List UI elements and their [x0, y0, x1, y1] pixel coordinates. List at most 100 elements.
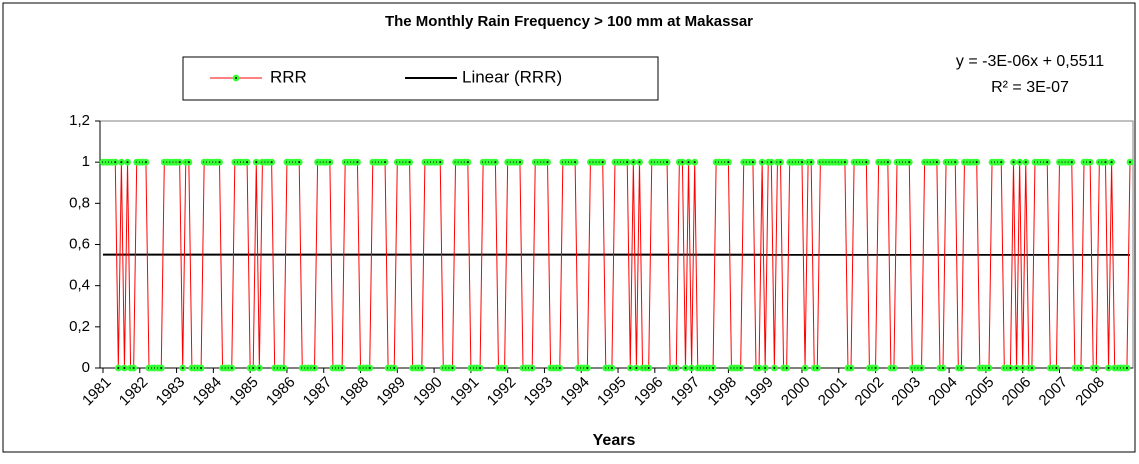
- data-point: [1068, 158, 1076, 166]
- data-point: [724, 158, 732, 166]
- data-point: [252, 158, 260, 166]
- legend-label: RRR: [270, 67, 307, 86]
- data-point: [1007, 364, 1014, 372]
- data-point: [111, 158, 119, 166]
- data-point: [841, 158, 849, 166]
- data-point: [1016, 158, 1024, 166]
- data-point: [890, 364, 898, 372]
- data-point: [528, 364, 536, 372]
- data-point: [737, 364, 745, 372]
- trend-equation: y = -3E-06x + 0,5511: [956, 53, 1104, 70]
- data-point: [807, 158, 815, 166]
- data-point: [1022, 158, 1030, 166]
- data-point: [516, 158, 524, 166]
- data-point: [544, 158, 551, 166]
- data-point: [755, 364, 763, 372]
- data-point: [326, 158, 334, 166]
- data-point: [179, 364, 187, 372]
- data-point: [633, 364, 640, 372]
- data-point: [556, 364, 564, 372]
- data-point: [688, 364, 696, 372]
- data-point: [1010, 158, 1017, 166]
- legend-label: Linear (RRR): [462, 67, 562, 86]
- data-point: [973, 158, 981, 166]
- data-point: [1126, 158, 1134, 166]
- data-point: [121, 364, 128, 372]
- y-tick-label: 0,6: [69, 235, 90, 252]
- data-point: [957, 364, 965, 372]
- data-point: [418, 364, 426, 372]
- data-point: [243, 158, 251, 166]
- data-point: [1092, 364, 1100, 372]
- data-point: [436, 158, 444, 166]
- data-point: [268, 158, 276, 166]
- trend-r-squared: R² = 3E-07: [991, 79, 1069, 96]
- data-point: [645, 364, 653, 372]
- data-point: [679, 158, 686, 166]
- data-point: [951, 158, 959, 166]
- data-point: [636, 158, 643, 166]
- y-tick-label: 0,2: [69, 318, 90, 335]
- data-point: [623, 158, 631, 166]
- data-point: [1019, 364, 1027, 372]
- data-point: [1013, 364, 1020, 372]
- data-point: [985, 364, 993, 372]
- data-point: [492, 158, 499, 166]
- data-point: [939, 364, 947, 372]
- y-tick-label: 0,8: [69, 194, 90, 211]
- data-point: [872, 364, 879, 372]
- data-point: [476, 364, 484, 372]
- data-point: [884, 158, 892, 166]
- data-point: [783, 364, 791, 372]
- data-point: [197, 364, 205, 372]
- data-point: [599, 158, 607, 166]
- data-point: [1108, 158, 1116, 166]
- data-point: [847, 364, 855, 372]
- data-point: [798, 158, 806, 166]
- data-point: [862, 158, 870, 166]
- data-point: [801, 364, 809, 372]
- data-point: [1105, 364, 1112, 372]
- data-point: [124, 158, 131, 166]
- data-point: [685, 158, 692, 166]
- data-point: [905, 158, 913, 166]
- data-point: [626, 364, 634, 372]
- data-point: [608, 364, 616, 372]
- data-point: [709, 364, 717, 372]
- data-point: [354, 158, 361, 166]
- data-point: [390, 364, 398, 372]
- data-point: [758, 158, 766, 166]
- data-point: [1077, 364, 1085, 372]
- data-point: [571, 158, 579, 166]
- data-point: [228, 364, 236, 372]
- legend-marker: [232, 74, 240, 82]
- data-point: [918, 364, 925, 372]
- data-point: [770, 364, 778, 372]
- data-point: [1028, 364, 1036, 372]
- data-point: [464, 158, 472, 166]
- data-point: [249, 364, 257, 372]
- data-point: [176, 158, 184, 166]
- data-point: [366, 364, 374, 372]
- data-point: [280, 364, 288, 372]
- data-point: [255, 364, 263, 372]
- data-point: [761, 364, 769, 372]
- data-point: [157, 364, 165, 372]
- data-point: [813, 364, 821, 372]
- data-point: [501, 364, 509, 372]
- data-point: [338, 364, 346, 372]
- y-tick-label: 1,2: [69, 112, 90, 129]
- data-point: [449, 364, 456, 372]
- data-point: [311, 364, 318, 372]
- data-point: [691, 158, 699, 166]
- data-point: [777, 158, 784, 166]
- data-point: [216, 158, 223, 166]
- data-point: [406, 158, 413, 166]
- data-point: [672, 364, 680, 372]
- data-point: [1053, 364, 1060, 372]
- data-point: [997, 158, 1005, 166]
- data-point: [663, 158, 671, 166]
- data-point: [114, 364, 122, 372]
- chart-title: The Monthly Rain Frequency > 100 mm at M…: [385, 13, 753, 30]
